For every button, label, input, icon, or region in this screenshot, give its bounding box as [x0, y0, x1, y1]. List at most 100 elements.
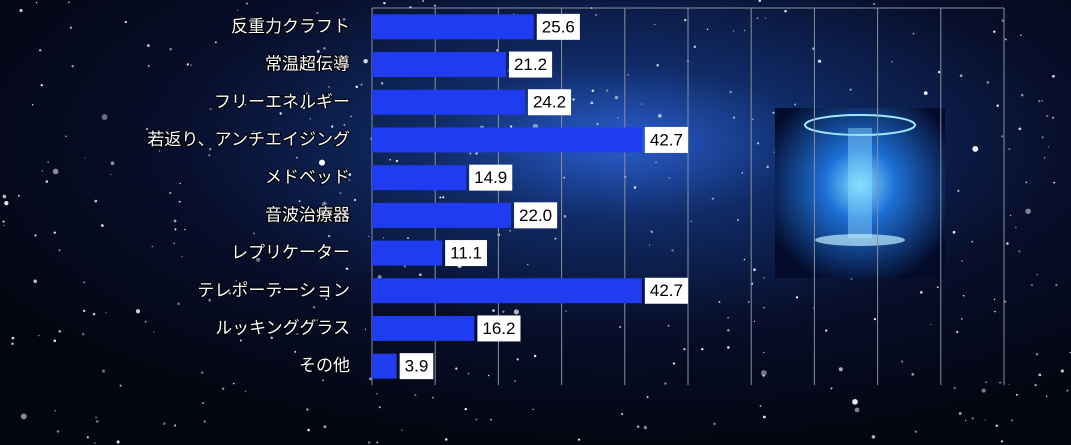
star: [442, 196, 445, 199]
star: [184, 228, 186, 231]
bar: [372, 240, 443, 266]
star: [795, 296, 799, 299]
star: [984, 419, 986, 421]
plot: 反重力クラフト 25.6 常温超伝導 21.2 フリーエネルギー 24.2 若返り、アンチエ…: [146, 7, 1005, 385]
star: [958, 412, 962, 415]
star: [38, 334, 40, 337]
star: [1025, 208, 1031, 215]
star: [572, 98, 575, 101]
star: [971, 240, 973, 243]
star: [852, 399, 858, 405]
star: [643, 425, 648, 430]
star: [439, 196, 442, 199]
star: [914, 430, 917, 433]
star: [1009, 214, 1012, 217]
star: [763, 351, 765, 354]
star: [526, 263, 529, 266]
star: [516, 358, 519, 361]
star: [637, 425, 640, 428]
star: [729, 90, 733, 94]
star: [377, 275, 382, 280]
star: [419, 273, 422, 277]
star: [850, 277, 853, 280]
star: [621, 412, 624, 416]
star: [1034, 383, 1037, 387]
star: [1030, 284, 1033, 287]
star: [1008, 148, 1011, 151]
star: [994, 310, 996, 313]
star: [174, 228, 177, 231]
star: [672, 362, 676, 365]
star: [756, 142, 760, 145]
star: [502, 310, 505, 313]
star: [655, 161, 657, 164]
star: [849, 88, 852, 91]
star: [727, 346, 730, 349]
star: [316, 50, 320, 53]
star: [706, 28, 709, 31]
star: [147, 65, 150, 67]
star: [33, 279, 37, 284]
star: [306, 92, 309, 96]
star: [81, 333, 85, 336]
star: [701, 347, 704, 351]
star: [986, 81, 990, 84]
star: [1001, 135, 1004, 138]
star: [1053, 181, 1056, 184]
star: [151, 245, 153, 248]
star: [732, 30, 735, 32]
star: [693, 45, 697, 49]
star: [69, 26, 73, 29]
star: [313, 306, 316, 309]
star: [244, 103, 247, 106]
star: [1055, 283, 1058, 287]
star: [1036, 273, 1038, 276]
value-label-box: [399, 353, 434, 380]
star: [208, 154, 211, 157]
value-label-box: [536, 13, 580, 40]
star: [82, 309, 86, 313]
star: [239, 339, 242, 342]
star: [1037, 99, 1041, 103]
star: [40, 83, 43, 87]
value-label-box: [527, 89, 572, 116]
star: [342, 18, 346, 21]
y-tick-label: メドベッド: [265, 168, 350, 188]
star: [751, 118, 754, 121]
star: [209, 108, 212, 111]
star: [39, 49, 42, 52]
star: [173, 424, 177, 427]
star: [595, 14, 597, 16]
value-label-box: [644, 277, 688, 304]
star: [830, 387, 833, 390]
star: [315, 319, 318, 322]
star: [554, 237, 557, 240]
star: [923, 91, 928, 95]
bar: [372, 202, 512, 228]
star: [343, 123, 346, 126]
star: [367, 441, 371, 444]
value-label: 3.9: [405, 357, 429, 376]
star: [53, 231, 56, 234]
star: [92, 312, 96, 316]
star: [467, 372, 470, 375]
y-tick-label: 反重力クラフト: [231, 17, 350, 37]
star: [1011, 419, 1014, 422]
value-label-box: [477, 315, 521, 342]
star: [972, 146, 979, 152]
star: [257, 251, 260, 254]
star: [937, 70, 941, 74]
star: [759, 405, 762, 407]
star: [646, 396, 649, 399]
star: [54, 409, 57, 412]
star: [619, 325, 622, 329]
star: [513, 380, 516, 383]
value-label: 42.7: [650, 130, 683, 149]
star: [654, 23, 656, 26]
star: [911, 373, 915, 376]
star: [4, 200, 9, 206]
star: [173, 242, 176, 245]
star: [56, 430, 60, 433]
star: [272, 322, 274, 324]
star: [743, 258, 746, 261]
